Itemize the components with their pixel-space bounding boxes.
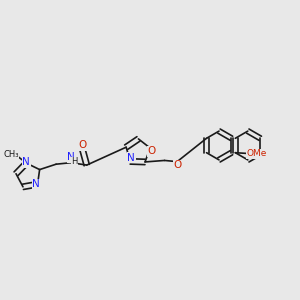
Text: CH₃: CH₃ [4,150,19,159]
Text: N: N [22,157,30,167]
Text: N: N [127,153,135,163]
Text: O: O [174,160,182,170]
Text: N: N [67,152,75,162]
Text: N: N [32,179,40,189]
Text: OMe: OMe [246,149,266,158]
Text: O: O [78,140,86,150]
Text: O: O [148,146,156,156]
Text: H: H [71,157,78,166]
